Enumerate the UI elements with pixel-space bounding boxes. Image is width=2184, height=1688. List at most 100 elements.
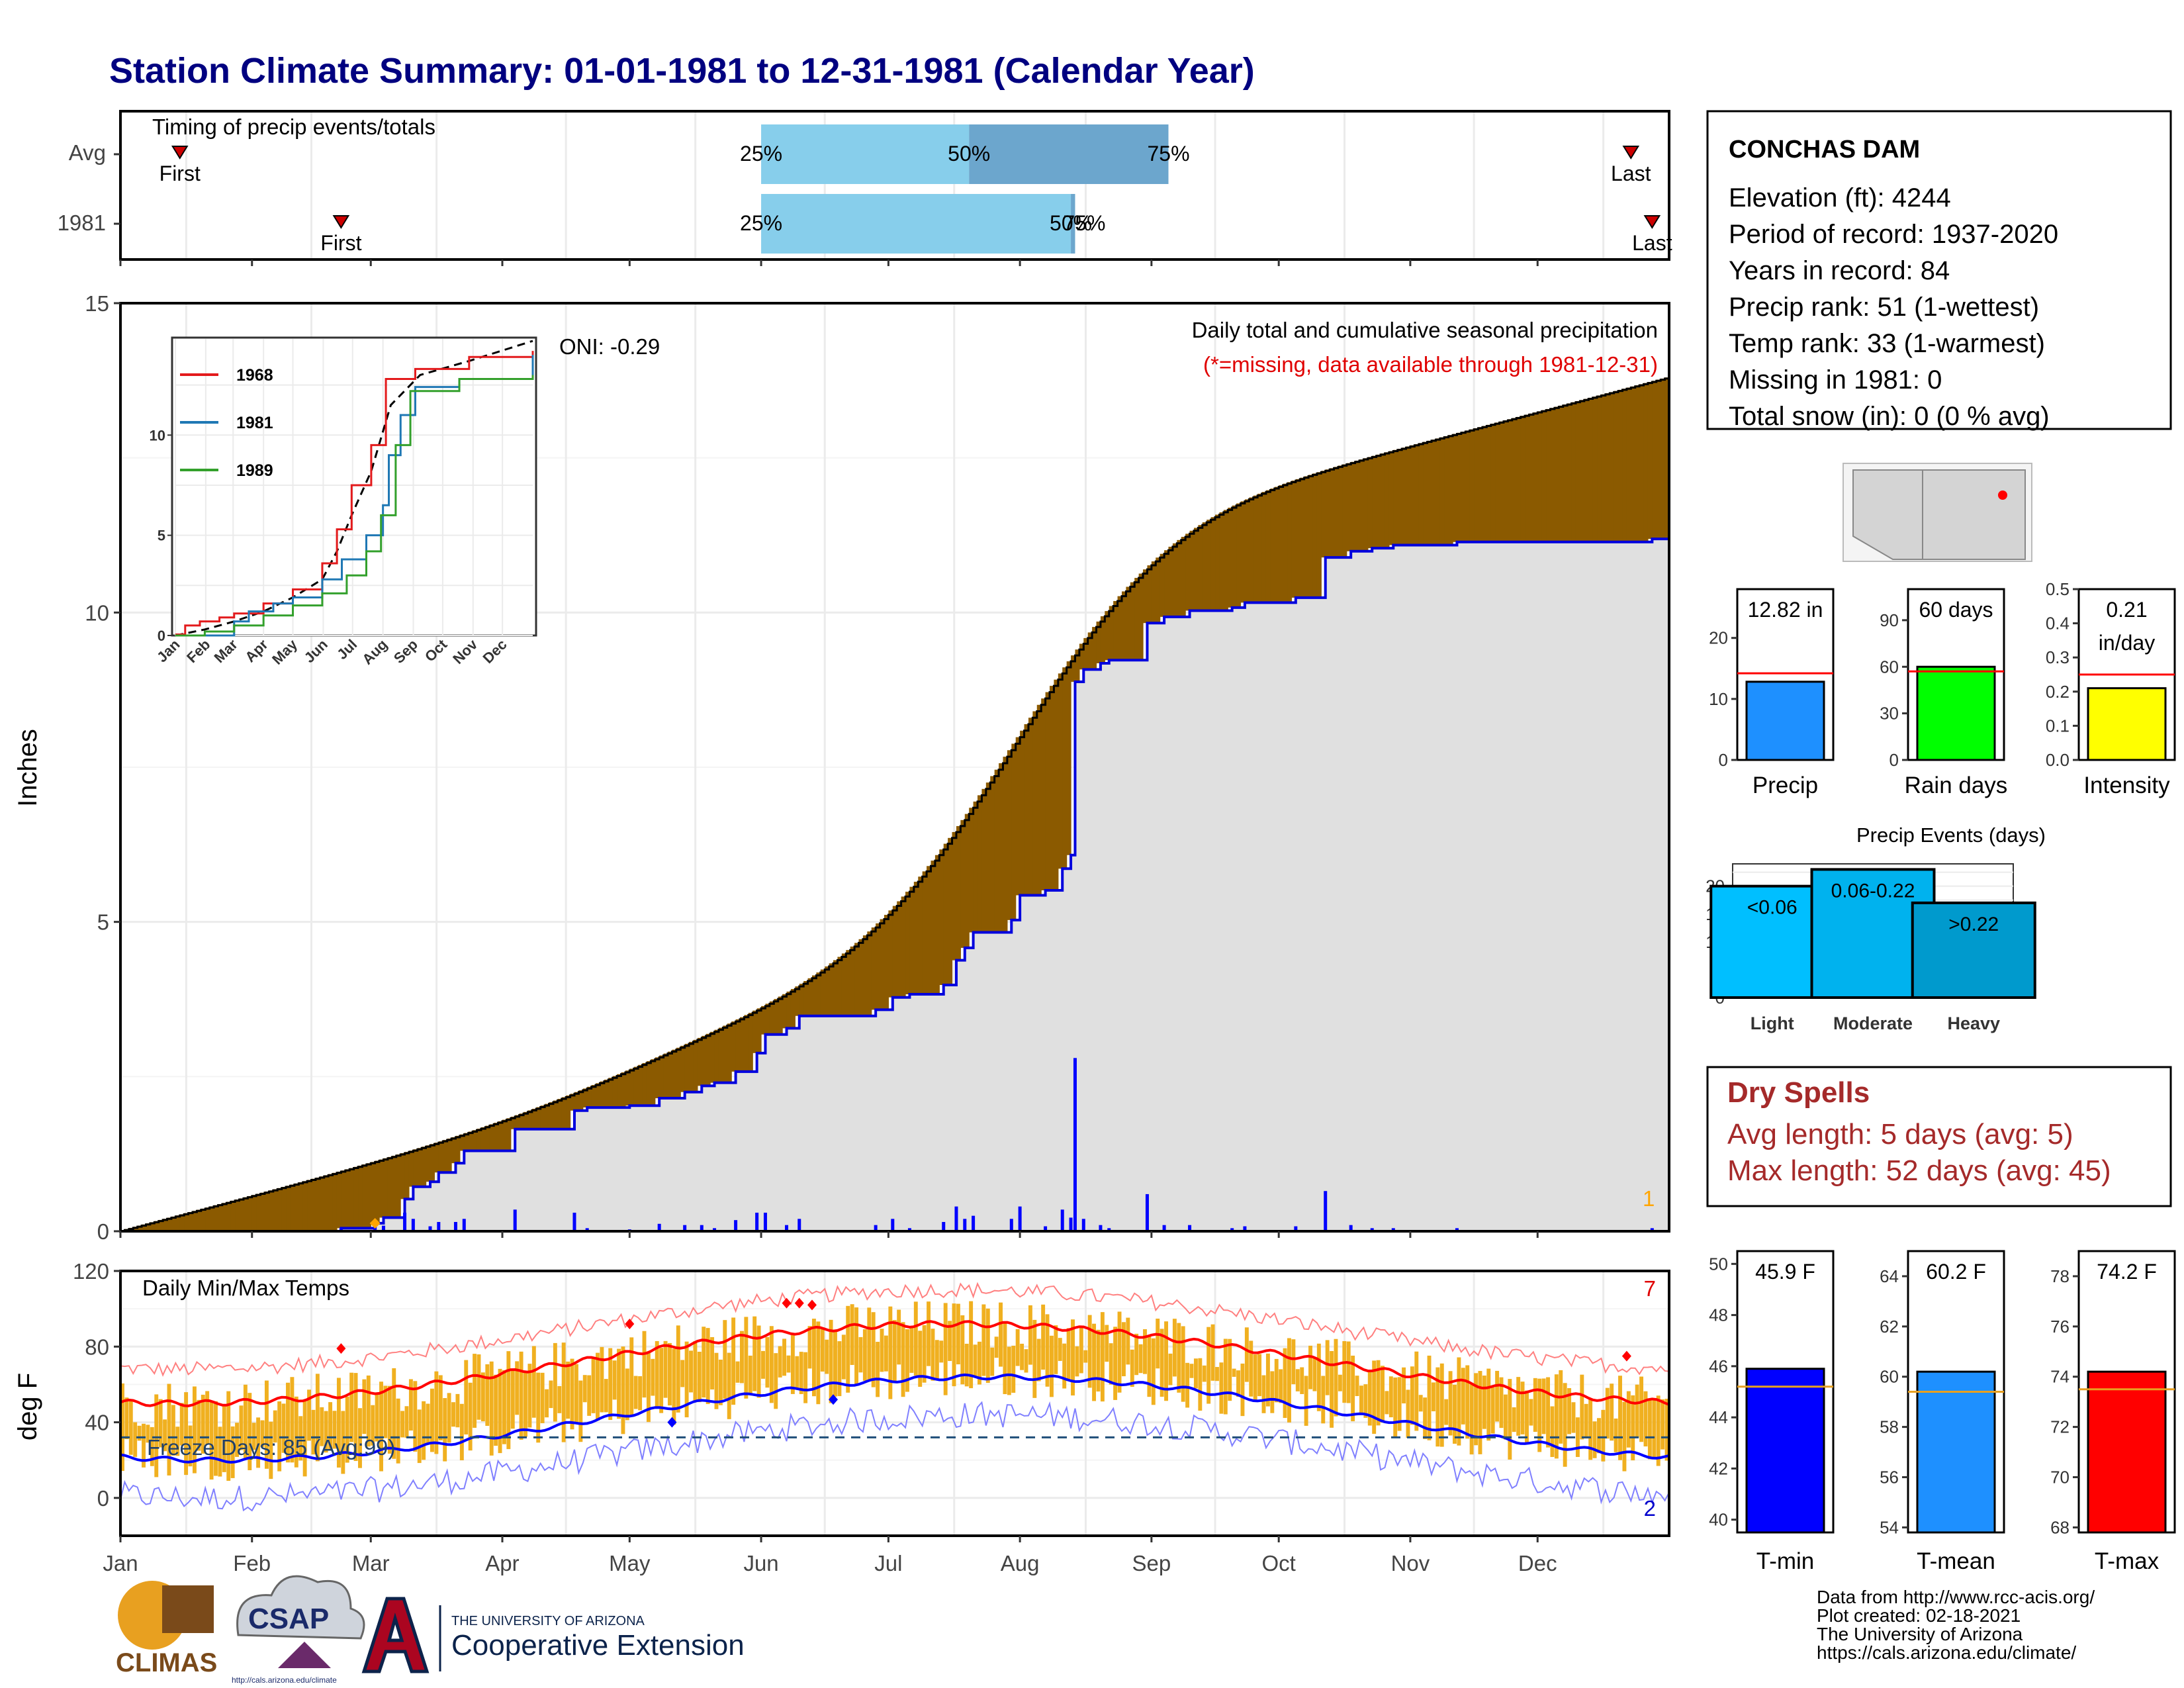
deficit-segment (816, 972, 821, 1016)
deficit-segment (676, 1047, 681, 1099)
tempbar-t-max-bar (2087, 1370, 2167, 1534)
deficit-segment (1308, 475, 1314, 598)
deficit-segment (294, 1183, 299, 1231)
daily-temp-bar (1490, 1387, 1495, 1434)
climas-logo-text: CLIMAS (116, 1648, 217, 1677)
ua-a-icon (361, 1597, 430, 1673)
daily-temp-bar (235, 1423, 240, 1457)
daily-temp-bar (1054, 1325, 1058, 1374)
daily-temp-bar (1444, 1399, 1449, 1425)
daily-temp-bar (1300, 1367, 1304, 1394)
deficit-segment (786, 991, 792, 1029)
daily-precip-bar (1188, 1225, 1192, 1231)
daily-temp-bar (1439, 1363, 1444, 1447)
deficit-segment (230, 1200, 236, 1231)
deficit-segment (846, 950, 851, 1016)
deficit-segment (705, 1033, 711, 1086)
deficit-segment (876, 923, 881, 1010)
daily-temp-bar (1355, 1376, 1359, 1396)
daily-temp-bar (1130, 1349, 1134, 1387)
deficit-segment (625, 1070, 630, 1106)
daily-precip-bar (1324, 1191, 1328, 1231)
daily-temp-bar (489, 1361, 494, 1456)
daily-temp-bar (1533, 1378, 1537, 1432)
deficit-segment (1024, 724, 1029, 896)
deficit-segment (702, 1035, 707, 1086)
deficit-segment (362, 1164, 367, 1229)
daily-temp-bar (1367, 1370, 1372, 1426)
precip-ytick-label: 0 (97, 1219, 109, 1244)
deficit-segment (485, 1125, 490, 1151)
daily-temp-bar (1168, 1353, 1173, 1385)
deficit-segment (922, 871, 927, 995)
deficit-segment (387, 1156, 392, 1218)
deficit-segment (591, 1085, 596, 1108)
record-high-line (120, 1282, 1670, 1377)
daily-temp-bar (1228, 1338, 1232, 1401)
deficit-segment (1584, 399, 1589, 542)
deficit-segment (850, 946, 855, 1016)
deficit-segment (1071, 655, 1076, 682)
deficit-segment (545, 1103, 550, 1129)
deficit-segment (1036, 704, 1042, 896)
daily-temp-bar (1482, 1376, 1486, 1429)
deficit-segment (1050, 686, 1055, 890)
daily-temp-bar (1529, 1399, 1533, 1426)
summary-intensity-bar (2087, 687, 2167, 761)
deficit-segment (1605, 393, 1610, 542)
daily-temp-bar (735, 1361, 740, 1383)
deficit-segment (905, 892, 911, 995)
deficit-segment (1478, 427, 1483, 542)
daily-temp-bar (807, 1326, 812, 1369)
deficit-segment (981, 788, 987, 933)
observed-cumulative-line (120, 538, 1669, 1233)
record-high-marker (625, 1319, 635, 1329)
deficit-segment (1168, 546, 1173, 617)
deficit-segment (752, 1010, 758, 1053)
month-label: Aug (1001, 1551, 1040, 1575)
deficit-segment (985, 782, 991, 933)
daily-temp-bar (710, 1336, 715, 1390)
deficit-segment (934, 855, 940, 995)
daily-temp-bar (205, 1391, 210, 1444)
daily-temp-bar (1605, 1387, 1610, 1439)
deficit-segment (1393, 449, 1398, 545)
daily-temp-bar (269, 1421, 273, 1479)
deficit-segment (1516, 416, 1522, 542)
climas-logo-mountain (162, 1585, 214, 1633)
daily-temp-bar (142, 1423, 146, 1468)
deficit-segment (884, 915, 889, 1010)
record-low-marker (829, 1394, 839, 1405)
daily-temp-bar (1287, 1338, 1291, 1423)
tempbar-t-min-ytick-label: 44 (1709, 1407, 1728, 1427)
daily-temp-bar (1410, 1366, 1414, 1425)
deficit-segment (769, 1001, 774, 1035)
daily-temp-bar (676, 1325, 680, 1413)
daily-temp-bar (1647, 1399, 1652, 1460)
daily-temp-bar (184, 1392, 189, 1476)
daily-temp-bar (201, 1394, 205, 1454)
deficit-segment (1130, 582, 1135, 661)
deficit-segment (1520, 416, 1525, 542)
daily-temp-bar (978, 1341, 981, 1385)
daily-temp-bar (795, 1356, 799, 1389)
first-label-0: First (159, 162, 201, 185)
deficit-segment (239, 1198, 244, 1231)
deficit-segment (256, 1194, 261, 1231)
inset-legend-label-1981: 1981 (236, 414, 273, 432)
record-high-marker (782, 1297, 792, 1309)
daily-temp-bar (1465, 1365, 1470, 1439)
deficit-segment (1134, 577, 1140, 661)
deficit-segment (1423, 442, 1428, 545)
deficit-segment (468, 1131, 473, 1151)
daily-temp-bar (680, 1360, 685, 1387)
deficit-segment (825, 966, 830, 1016)
daily-temp-bar (927, 1301, 931, 1366)
daily-temp-bar (1079, 1327, 1083, 1374)
deficit-segment (901, 896, 906, 998)
deficit-segment (1457, 432, 1462, 542)
deficit-segment (1431, 440, 1436, 545)
deficit-segment (197, 1209, 202, 1231)
deficit-segment (1410, 445, 1415, 545)
